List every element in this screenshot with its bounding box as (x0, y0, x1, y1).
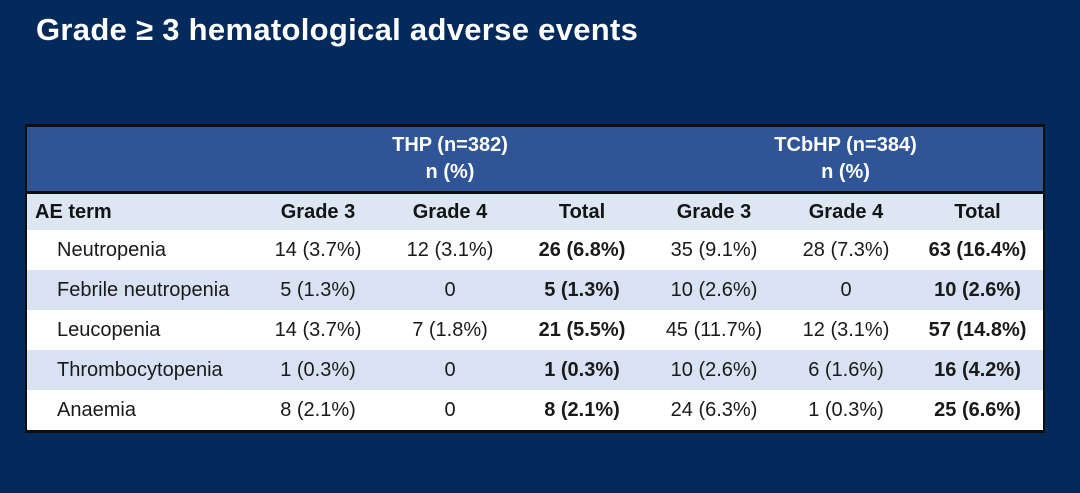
column-header-tcbhp-grade4: Grade 4 (780, 192, 912, 230)
ae-term-cell: Febrile neutropenia (57, 278, 230, 301)
value-cell: 7 (1.8%) (412, 318, 488, 341)
value-cell: 28 (7.3%) (802, 238, 890, 261)
total-cell: 16 (4.2%) (934, 358, 1021, 381)
value-cell: 12 (3.1%) (802, 318, 890, 341)
value-cell: 35 (9.1%) (670, 238, 758, 261)
table-row-febrile-neutropenia: Febrile neutropenia 5 (1.3%) 0 5 (1.3%) … (26, 270, 1045, 310)
column-header-tcbhp-grade3: Grade 3 (648, 192, 780, 230)
table-row-thrombocytopenia: Thrombocytopenia 1 (0.3%) 0 1 (0.3%) 10 … (26, 350, 1045, 390)
value-cell: 24 (6.3%) (648, 390, 780, 433)
total-cell: 21 (5.5%) (538, 318, 626, 341)
group-header-thp: THP (n=382) n (%) (252, 124, 648, 194)
value-cell: 0 (444, 358, 456, 381)
group-header-tcbhp: TCbHP (n=384) n (%) (648, 124, 1045, 194)
value-cell: 10 (2.6%) (670, 358, 758, 381)
group-header-row: THP (n=382) n (%) TCbHP (n=384) n (%) (26, 124, 1045, 194)
column-header-thp-grade4: Grade 4 (384, 192, 516, 230)
value-cell: 45 (11.7%) (665, 318, 763, 341)
value-cell: 12 (3.1%) (406, 238, 494, 261)
column-header-thp-total: Total (516, 192, 648, 230)
value-cell: 10 (2.6%) (670, 278, 758, 301)
value-cell: 8 (2.1%) (252, 390, 384, 433)
column-header-row: AE term Grade 3 Grade 4 Total Grade 3 Gr… (26, 192, 1045, 230)
total-cell: 5 (1.3%) (544, 278, 620, 301)
value-cell: 14 (3.7%) (274, 318, 362, 341)
table-row-neutropenia: Neutropenia 14 (3.7%) 12 (3.1%) 26 (6.8%… (26, 230, 1045, 270)
table-row-leucopenia: Leucopenia 14 (3.7%) 7 (1.8%) 21 (5.5%) … (26, 310, 1045, 350)
tcbhp-n-percent-label: n (%) (821, 161, 870, 183)
thp-arm-label: THP (n=382) (392, 134, 508, 156)
ae-term-cell: Anaemia (26, 390, 252, 433)
value-cell: 14 (3.7%) (274, 238, 362, 261)
ae-term-cell: Leucopenia (57, 318, 161, 341)
total-cell: 1 (0.3%) (544, 358, 620, 381)
total-cell: 8 (2.1%) (516, 390, 648, 433)
value-cell: 0 (384, 390, 516, 433)
total-cell: 26 (6.8%) (538, 238, 626, 261)
column-header-ae-term: AE term (26, 192, 252, 230)
value-cell: 6 (1.6%) (808, 358, 884, 381)
ae-term-cell: Neutropenia (57, 238, 166, 261)
table-row-anaemia: Anaemia 8 (2.1%) 0 8 (2.1%) 24 (6.3%) 1 … (26, 390, 1045, 433)
adverse-events-table: THP (n=382) n (%) TCbHP (n=384) n (%) AE… (25, 124, 1046, 433)
total-cell: 25 (6.6%) (912, 390, 1045, 433)
value-cell: 0 (840, 278, 852, 301)
column-header-thp-grade3: Grade 3 (252, 192, 384, 230)
group-header-empty-cell (26, 124, 252, 194)
value-cell: 0 (444, 278, 456, 301)
tcbhp-arm-label: TCbHP (n=384) (774, 134, 917, 156)
total-cell: 63 (16.4%) (928, 238, 1027, 261)
total-cell: 10 (2.6%) (934, 278, 1021, 301)
ae-term-cell: Thrombocytopenia (57, 358, 223, 381)
value-cell: 1 (0.3%) (280, 358, 356, 381)
column-header-tcbhp-total: Total (912, 192, 1045, 230)
total-cell: 57 (14.8%) (928, 318, 1027, 341)
thp-n-percent-label: n (%) (425, 161, 475, 183)
slide-title: Grade ≥ 3 hematological adverse events (36, 12, 639, 47)
value-cell: 1 (0.3%) (780, 390, 912, 433)
value-cell: 5 (1.3%) (280, 278, 356, 301)
